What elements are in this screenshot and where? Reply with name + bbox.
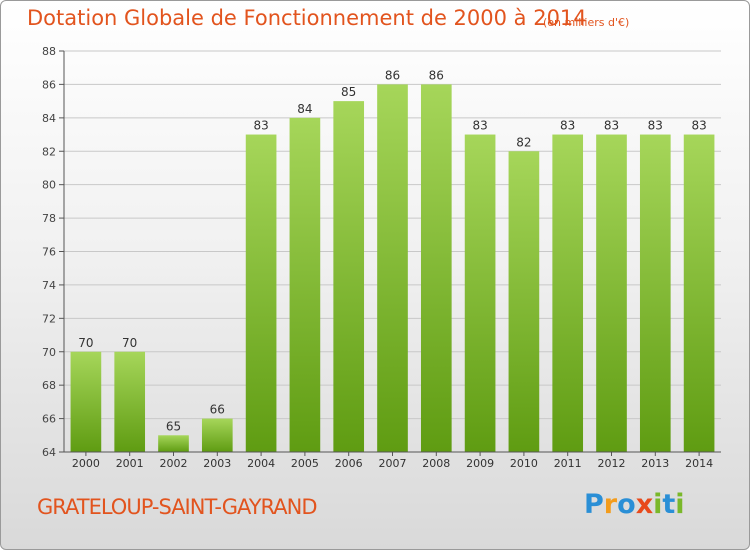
- logo-letter: o: [617, 489, 636, 520]
- x-tick-label: 2006: [335, 457, 363, 470]
- chart-unit: (en milliers d'€): [543, 16, 630, 29]
- bar-2012: [596, 134, 627, 452]
- logo-letter: x: [635, 489, 654, 520]
- y-tick-label: 74: [42, 279, 56, 292]
- logo-letter: P: [584, 489, 604, 520]
- y-tick-label: 66: [42, 413, 56, 426]
- bars: [70, 84, 715, 453]
- x-tick-label: 2004: [247, 457, 275, 470]
- x-tick-label: 2011: [554, 457, 582, 470]
- bar-2014: [683, 134, 715, 452]
- data-label: 83: [560, 119, 575, 133]
- logo-letter: i: [675, 489, 685, 520]
- data-label: 83: [604, 119, 619, 133]
- y-tick-label: 82: [42, 145, 56, 158]
- x-tick-label: 2008: [422, 457, 450, 470]
- data-labels: 70 70 65 66 83 84 85 86 86 83 82 83 83 83 83: [78, 68, 706, 433]
- y-tick-label: 64: [42, 446, 56, 459]
- bar-2010: [508, 151, 540, 452]
- y-tick-label: 76: [42, 246, 56, 259]
- data-label: 82: [516, 135, 531, 149]
- data-label: 70: [78, 336, 93, 350]
- bar-2008: [420, 84, 452, 453]
- data-label: 84: [297, 102, 312, 116]
- data-label: 83: [691, 119, 706, 133]
- chart-title: Dotation Globale de Fonctionnement de 20…: [27, 6, 587, 30]
- y-tick-label: 80: [42, 179, 56, 192]
- x-tick-label: 2007: [379, 457, 407, 470]
- bar-2005: [289, 117, 321, 452]
- y-tick-label: 88: [42, 45, 56, 58]
- x-tick-label: 2012: [598, 457, 626, 470]
- logo-letter: r: [603, 489, 618, 520]
- y-tick-label: 72: [42, 312, 56, 325]
- bar-2003: [201, 418, 233, 452]
- bar-2007: [377, 84, 408, 453]
- proxiti-logo: Proxiti: [584, 489, 685, 520]
- data-label: 86: [385, 68, 400, 82]
- x-tick-label: 2000: [72, 457, 100, 470]
- data-label: 83: [472, 119, 487, 133]
- data-label: 66: [210, 403, 225, 417]
- logo-letter: i: [653, 489, 663, 520]
- x-tick-label: 2009: [466, 457, 494, 470]
- data-label: 70: [122, 336, 137, 350]
- x-tick-label: 2014: [685, 457, 713, 470]
- data-label: 86: [429, 68, 444, 82]
- commune-name: GRATELOUP-SAINT-GAYRAND: [37, 495, 318, 519]
- x-tick-label: 2005: [291, 457, 319, 470]
- data-label: 65: [166, 419, 181, 433]
- data-label: 83: [648, 119, 663, 133]
- bar-2001: [114, 351, 146, 452]
- data-label: 83: [253, 119, 268, 133]
- x-tick-label: 2010: [510, 457, 538, 470]
- bar-2002: [158, 435, 189, 452]
- x-tick-label: 2002: [160, 457, 188, 470]
- y-tick-label: 86: [42, 78, 56, 91]
- y-tick-label: 70: [42, 346, 56, 359]
- bar-2000: [70, 351, 102, 452]
- bar-2004: [245, 134, 277, 452]
- bar-2013: [639, 134, 671, 452]
- y-tick-label: 84: [42, 112, 56, 125]
- x-axis-ticks: 2000 2001 2002 2003 2004 2005 2006 2007 2008 2009…: [72, 452, 713, 470]
- y-axis-ticks: 64 66 68 70 72 74 76 78 80 82 84 86 88: [42, 45, 64, 459]
- axes: [63, 51, 721, 453]
- x-tick-label: 2001: [116, 457, 144, 470]
- bar-2011: [552, 134, 584, 452]
- x-tick-label: 2003: [203, 457, 231, 470]
- bar-2006: [333, 101, 365, 452]
- bar-2009: [464, 134, 496, 452]
- data-label: 85: [341, 85, 356, 99]
- x-tick-label: 2013: [641, 457, 669, 470]
- y-tick-label: 68: [42, 379, 56, 392]
- y-tick-label: 78: [42, 212, 56, 225]
- logo-letter: t: [662, 489, 676, 520]
